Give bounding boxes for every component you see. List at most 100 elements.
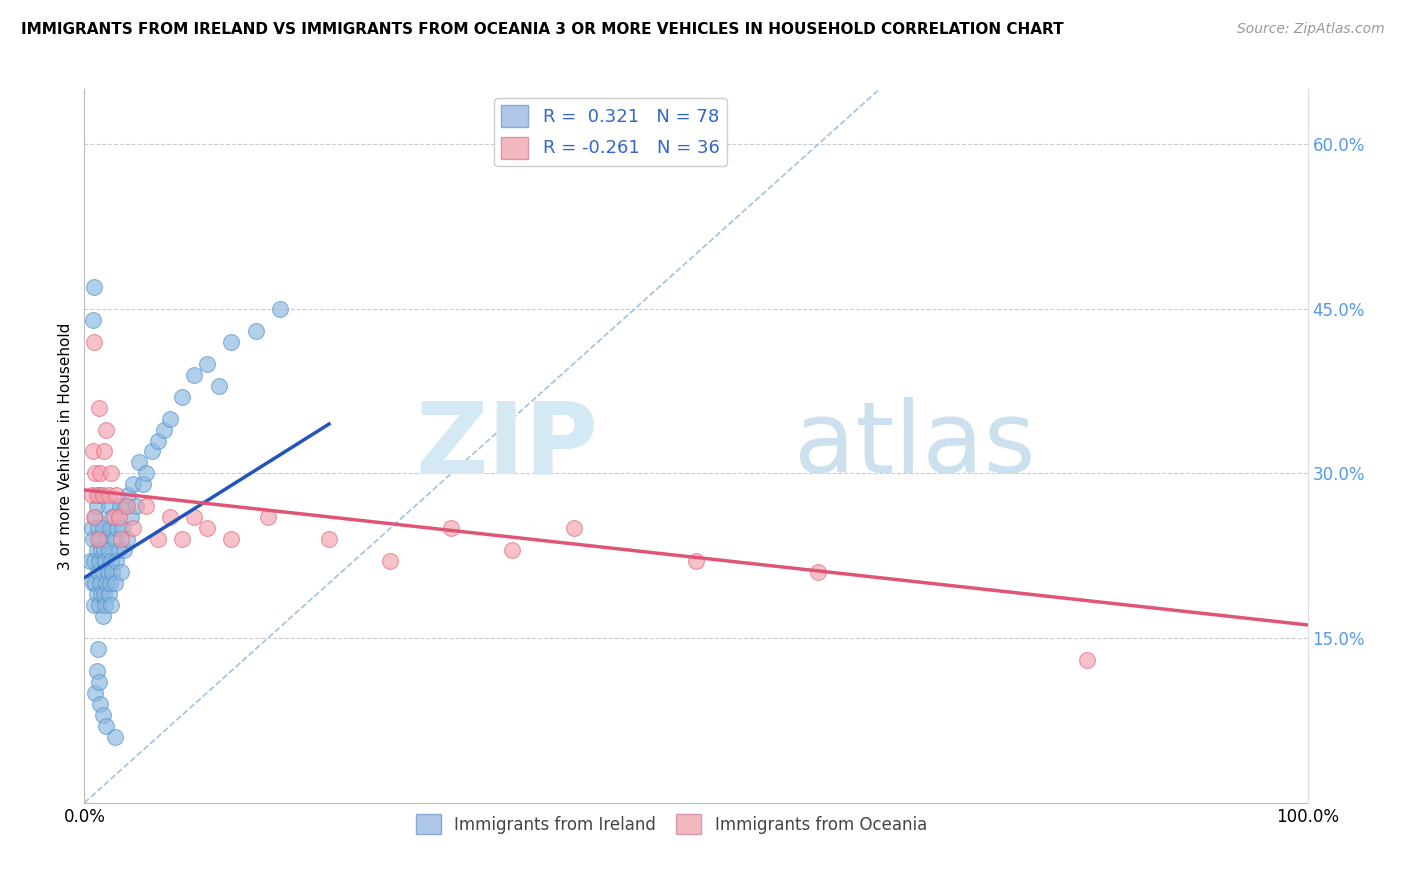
Point bbox=[86, 500, 108, 514]
Text: ZIP: ZIP bbox=[415, 398, 598, 494]
Point bbox=[97, 500, 120, 514]
Point bbox=[97, 543, 120, 558]
Point bbox=[87, 642, 110, 657]
Point bbox=[87, 598, 110, 612]
Point bbox=[132, 477, 155, 491]
Point bbox=[89, 576, 111, 591]
Point bbox=[89, 533, 111, 547]
Point bbox=[135, 467, 157, 481]
Text: IMMIGRANTS FROM IRELAND VS IMMIGRANTS FROM OCEANIA 3 OR MORE VEHICLES IN HOUSEHO: IMMIGRANTS FROM IRELAND VS IMMIGRANTS FR… bbox=[21, 22, 1064, 37]
Point bbox=[107, 510, 129, 524]
Point bbox=[87, 554, 110, 568]
Point bbox=[91, 609, 114, 624]
Point bbox=[105, 554, 128, 568]
Point bbox=[87, 401, 110, 415]
Point bbox=[104, 730, 127, 744]
Point bbox=[195, 521, 218, 535]
Point bbox=[91, 488, 114, 502]
Point bbox=[96, 576, 118, 591]
Point bbox=[96, 423, 118, 437]
Point bbox=[183, 368, 205, 382]
Point bbox=[103, 510, 125, 524]
Point bbox=[440, 521, 463, 535]
Point bbox=[269, 301, 291, 316]
Point bbox=[159, 510, 181, 524]
Point bbox=[115, 533, 138, 547]
Y-axis label: 3 or more Vehicles in Household: 3 or more Vehicles in Household bbox=[58, 322, 73, 570]
Point bbox=[91, 566, 114, 580]
Point bbox=[141, 444, 163, 458]
Point bbox=[96, 719, 118, 733]
Point bbox=[83, 598, 105, 612]
Point bbox=[94, 554, 117, 568]
Point bbox=[562, 521, 585, 535]
Point bbox=[98, 576, 121, 591]
Point bbox=[93, 444, 115, 458]
Point bbox=[87, 533, 110, 547]
Text: atlas: atlas bbox=[794, 398, 1035, 494]
Point bbox=[86, 664, 108, 678]
Point bbox=[93, 587, 115, 601]
Point bbox=[82, 444, 104, 458]
Point bbox=[318, 533, 340, 547]
Legend: Immigrants from Ireland, Immigrants from Oceania: Immigrants from Ireland, Immigrants from… bbox=[409, 807, 934, 841]
Point bbox=[86, 488, 108, 502]
Point bbox=[101, 510, 124, 524]
Point bbox=[245, 324, 267, 338]
Point bbox=[146, 434, 169, 448]
Point bbox=[122, 477, 145, 491]
Point bbox=[135, 500, 157, 514]
Point bbox=[114, 500, 136, 514]
Text: Source: ZipAtlas.com: Source: ZipAtlas.com bbox=[1237, 22, 1385, 37]
Point bbox=[94, 598, 117, 612]
Point bbox=[219, 533, 242, 547]
Point bbox=[101, 566, 124, 580]
Point bbox=[82, 576, 104, 591]
Point bbox=[83, 554, 105, 568]
Point bbox=[89, 697, 111, 711]
Point bbox=[100, 467, 122, 481]
Point bbox=[83, 334, 105, 349]
Point bbox=[172, 533, 194, 547]
Point bbox=[172, 390, 194, 404]
Point bbox=[80, 488, 103, 502]
Point bbox=[104, 576, 127, 591]
Point bbox=[108, 500, 131, 514]
Point bbox=[100, 598, 122, 612]
Point bbox=[257, 510, 280, 524]
Point bbox=[82, 533, 104, 547]
Point bbox=[105, 521, 128, 535]
Point bbox=[87, 488, 110, 502]
Point bbox=[83, 510, 105, 524]
Point bbox=[91, 708, 114, 723]
Point bbox=[183, 510, 205, 524]
Point bbox=[115, 500, 138, 514]
Point bbox=[104, 533, 127, 547]
Point bbox=[153, 423, 176, 437]
Point bbox=[208, 378, 231, 392]
Point bbox=[105, 488, 128, 502]
Point bbox=[159, 411, 181, 425]
Point bbox=[110, 533, 132, 547]
Point bbox=[86, 543, 108, 558]
Point bbox=[90, 587, 112, 601]
Point bbox=[128, 455, 150, 469]
Point bbox=[1076, 653, 1098, 667]
Point bbox=[807, 566, 830, 580]
Point bbox=[84, 510, 107, 524]
Point bbox=[86, 587, 108, 601]
Point bbox=[84, 467, 107, 481]
Point bbox=[100, 554, 122, 568]
Point bbox=[90, 543, 112, 558]
Point bbox=[96, 533, 118, 547]
Point bbox=[107, 543, 129, 558]
Point bbox=[97, 587, 120, 601]
Point bbox=[685, 554, 707, 568]
Point bbox=[125, 500, 148, 514]
Point bbox=[97, 488, 120, 502]
Point bbox=[87, 566, 110, 580]
Point bbox=[80, 521, 103, 535]
Point bbox=[195, 357, 218, 371]
Point bbox=[84, 686, 107, 700]
Point bbox=[120, 510, 142, 524]
